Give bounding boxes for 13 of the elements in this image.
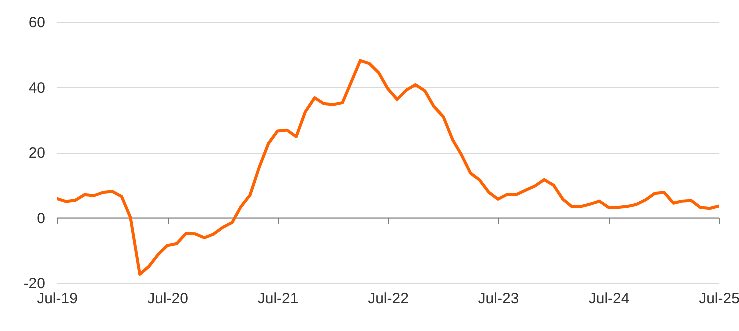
y-tick-label: -20 bbox=[24, 276, 46, 292]
y-tick-label: 60 bbox=[28, 14, 46, 32]
x-tick-label: Jul-22 bbox=[368, 290, 409, 308]
x-tick-label: Jul-25 bbox=[699, 290, 739, 308]
y-tick-label: 20 bbox=[28, 145, 46, 162]
line-series bbox=[57, 59, 719, 276]
x-tick-label: Jul-24 bbox=[588, 290, 630, 308]
x-tick-label: Jul-20 bbox=[148, 290, 188, 308]
x-tick-label: Jul-21 bbox=[258, 290, 299, 308]
y-tick-label: 0 bbox=[37, 210, 46, 228]
x-tick-label: Jul-23 bbox=[478, 290, 520, 308]
x-tick-label: Jul-19 bbox=[37, 290, 78, 308]
y-tick-label: 40 bbox=[28, 80, 46, 97]
